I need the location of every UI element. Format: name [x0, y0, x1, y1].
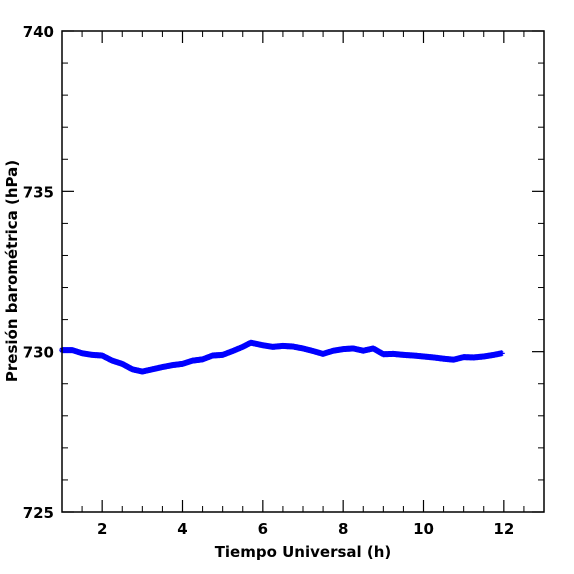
major-ticks [62, 30, 544, 513]
x-tick-label: 6 [258, 520, 268, 538]
plot-frame [61, 30, 545, 513]
y-tick-label: 725 [23, 504, 54, 522]
x-tick-label: 8 [338, 520, 348, 538]
y-axis-title: Presión barométrica (hPa) [3, 160, 21, 382]
y-tick-label: 740 [23, 23, 54, 41]
y-tick-label: 735 [23, 183, 54, 201]
x-tick-label: 12 [493, 520, 514, 538]
y-tick-labels: 725 730 735 740 [23, 23, 54, 522]
series-layer [59, 339, 505, 375]
x-tick-labels: 2 4 6 8 10 12 [97, 520, 514, 538]
data-point [498, 350, 505, 357]
x-tick-label: 2 [97, 520, 107, 538]
x-tick-label: 10 [413, 520, 434, 538]
minor-ticks [61, 31, 545, 512]
pressure-series [59, 339, 505, 375]
x-tick-label: 4 [177, 520, 187, 538]
y-tick-label: 730 [23, 344, 54, 362]
x-axis-title: Tiempo Universal (h) [215, 543, 392, 561]
